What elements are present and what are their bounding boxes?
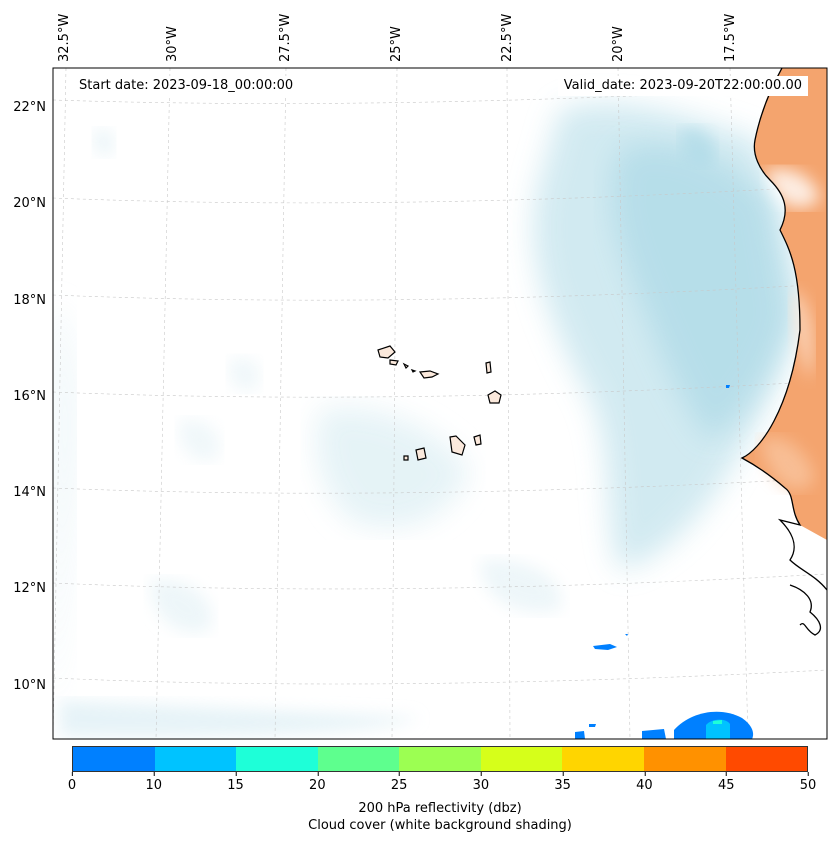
colorbar-tick: 50	[800, 772, 816, 793]
colorbar-segment	[399, 747, 481, 771]
colorbar-segment	[725, 747, 808, 771]
valid-date-label: Valid_date: 2023-09-20T22:00:00.00	[557, 76, 808, 96]
colorbar	[72, 746, 808, 772]
lon-label: 30°W	[165, 26, 180, 62]
lat-label: 16°N	[13, 389, 46, 404]
lon-label: 22.5°W	[500, 14, 515, 62]
colorbar-tick: 30	[473, 772, 489, 793]
lon-label: 17.5°W	[723, 14, 738, 62]
lat-label: 14°N	[13, 485, 46, 500]
lat-label: 18°N	[13, 293, 46, 308]
colorbar-segment	[562, 747, 644, 771]
colorbar-ticks: 0 10 15 20 25 30 35 40 45 50	[68, 772, 816, 793]
longitude-labels: 32.5°W 30°W 27.5°W 25°W 22.5°W 20°W 17.5…	[57, 14, 738, 62]
lat-label: 20°N	[13, 196, 46, 211]
colorbar-tick: 20	[309, 772, 326, 793]
colorbar-tick: 0	[68, 772, 76, 793]
colorbar-sublabel: Cloud cover (white background shading)	[308, 818, 572, 833]
colorbar-tick: 40	[636, 772, 653, 793]
colorbar-label: 200 hPa reflectivity (dbz)	[358, 801, 522, 816]
lon-label: 32.5°W	[57, 14, 72, 62]
colorbar-segment	[154, 747, 237, 771]
coastline	[740, 68, 827, 636]
land-shading	[742, 68, 827, 540]
colorbar-tick: 10	[145, 772, 162, 793]
lon-label: 27.5°W	[278, 14, 293, 62]
colorbar-tick: 25	[391, 772, 407, 793]
colorbar-segment	[317, 747, 400, 771]
colorbar-tick: 15	[227, 772, 244, 793]
reflectivity-echoes	[575, 385, 754, 739]
lon-label: 20°W	[611, 26, 626, 62]
lat-label: 10°N	[13, 678, 46, 693]
start-date-label: Start date: 2023-09-18_00:00:00	[73, 76, 300, 96]
lat-label: 22°N	[13, 100, 46, 115]
map-border	[52, 67, 828, 740]
cloud-cover	[55, 103, 800, 737]
colorbar-segment	[643, 747, 726, 771]
colorbar-tick: 35	[554, 772, 571, 793]
colorbar-segment	[480, 747, 563, 771]
colorbar-segment	[73, 747, 155, 771]
colorbar-segment	[236, 747, 318, 771]
lon-label: 25°W	[389, 26, 404, 62]
cape-verde-islands	[377, 345, 502, 461]
latitude-labels: 22°N 20°N 18°N 16°N 14°N 12°N 10°N	[13, 100, 46, 693]
map-area	[53, 68, 827, 739]
colorbar-tick: 45	[718, 772, 734, 793]
lat-label: 12°N	[13, 581, 46, 596]
